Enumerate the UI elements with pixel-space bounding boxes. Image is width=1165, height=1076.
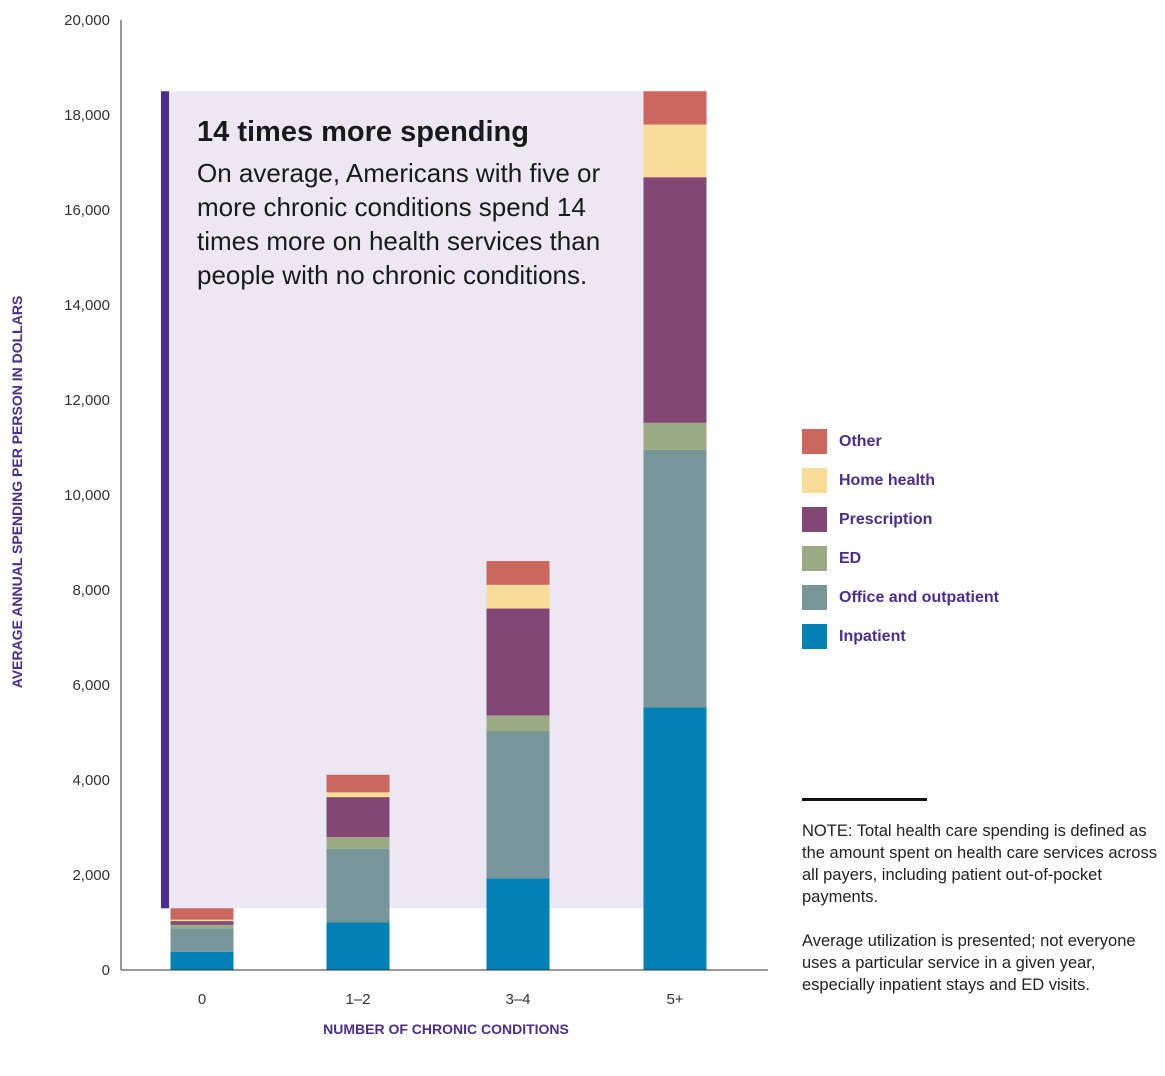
bar-segment-ed-1 <box>326 837 390 849</box>
bar-stacks <box>170 91 707 970</box>
bar-segment-office-and-outpatient-0 <box>170 928 234 952</box>
note-divider <box>802 798 927 801</box>
y-tick-label: 18,000 <box>64 107 110 124</box>
y-tick-label: 14,000 <box>64 297 110 314</box>
legend-swatch <box>802 624 827 649</box>
legend-label: Other <box>839 432 882 450</box>
x-tick-label: 5+ <box>666 991 683 1008</box>
legend: Other Home health Prescription ED Office and… <box>802 422 999 656</box>
bar-segment-office-and-outpatient-2 <box>486 731 550 879</box>
y-tick-label: 4,000 <box>72 772 110 789</box>
y-tick-label: 20,000 <box>64 12 110 29</box>
x-tick-label: 3–4 <box>505 991 530 1008</box>
y-tick-label: 6,000 <box>72 677 110 694</box>
callout-background <box>161 91 706 909</box>
legend-label: Office and outpatient <box>839 588 999 606</box>
bar-segment-home-health-2 <box>486 584 550 609</box>
bar-segment-prescription-3 <box>643 177 707 423</box>
y-tick-label: 16,000 <box>64 202 110 219</box>
legend-item-other: Other <box>802 422 999 461</box>
y-tick-label: 2,000 <box>72 867 110 884</box>
callout-panel <box>161 91 706 909</box>
bar-segment-other-2 <box>486 561 550 585</box>
legend-label: Home health <box>839 471 936 489</box>
bar-segment-ed-2 <box>486 715 550 732</box>
bar-segment-home-health-0 <box>170 919 234 922</box>
legend-item-ed: ED <box>802 539 999 578</box>
bar-segment-inpatient-0 <box>170 951 234 970</box>
legend-item-office-and-outpatient: Office and outpatient <box>802 578 999 617</box>
x-tick-label: 0 <box>198 991 206 1008</box>
y-tick-label: 12,000 <box>64 392 110 409</box>
bar-segment-prescription-2 <box>486 608 550 716</box>
legend-swatch <box>802 507 827 532</box>
callout-body: On average, Americans with five or more … <box>197 158 601 290</box>
legend-item-home-health: Home health <box>802 461 999 500</box>
legend-item-prescription: Prescription <box>802 500 999 539</box>
legend-label: Prescription <box>839 510 933 528</box>
bar-segment-office-and-outpatient-3 <box>643 449 707 708</box>
bar-segment-other-0 <box>170 908 234 920</box>
y-axis-title: AVERAGE ANNUAL SPENDING PER PERSON IN DO… <box>9 296 25 689</box>
legend-label: ED <box>839 549 862 567</box>
bar-segment-inpatient-3 <box>643 707 707 970</box>
legend-swatch <box>802 546 827 571</box>
bar-segment-home-health-1 <box>326 792 390 798</box>
x-tick-label: 1–2 <box>345 991 370 1008</box>
legend-label: Inpatient <box>839 627 906 645</box>
bar-segment-inpatient-2 <box>486 878 550 970</box>
y-tick-label: 10,000 <box>64 487 110 504</box>
bar-segment-prescription-0 <box>170 921 234 925</box>
note: NOTE: Total health care spending is defi… <box>802 820 1164 1018</box>
note-paragraph-definition: NOTE: Total health care spending is defi… <box>802 822 1157 906</box>
callout-title: 14 times more spending <box>197 116 529 148</box>
y-tick-label: 0 <box>102 962 110 979</box>
note-paragraph-utilization: Average utilization is presented; not ev… <box>802 932 1136 994</box>
x-axis-title: NUMBER OF CHRONIC CONDITIONS <box>323 1021 569 1037</box>
bar-segment-other-1 <box>326 774 390 793</box>
bar-segment-ed-3 <box>643 422 707 450</box>
bar-segment-home-health-3 <box>643 124 707 178</box>
bar-segment-inpatient-1 <box>326 922 390 970</box>
callout-accent-bar <box>161 91 169 909</box>
legend-swatch <box>802 585 827 610</box>
legend-item-inpatient: Inpatient <box>802 617 999 656</box>
bar-segment-other-3 <box>643 91 707 125</box>
y-tick-label: 8,000 <box>72 582 110 599</box>
bar-segment-office-and-outpatient-1 <box>326 848 390 923</box>
legend-swatch <box>802 468 827 493</box>
axes: 0 2,000 4,000 6,000 8,000 10,000 12,000 14,000 1… <box>64 12 768 1008</box>
bar-segment-ed-0 <box>170 924 234 929</box>
legend-swatch <box>802 429 827 454</box>
callout-text: 14 times more spending On average, Ameri… <box>197 112 617 292</box>
bar-segment-prescription-1 <box>326 797 390 837</box>
